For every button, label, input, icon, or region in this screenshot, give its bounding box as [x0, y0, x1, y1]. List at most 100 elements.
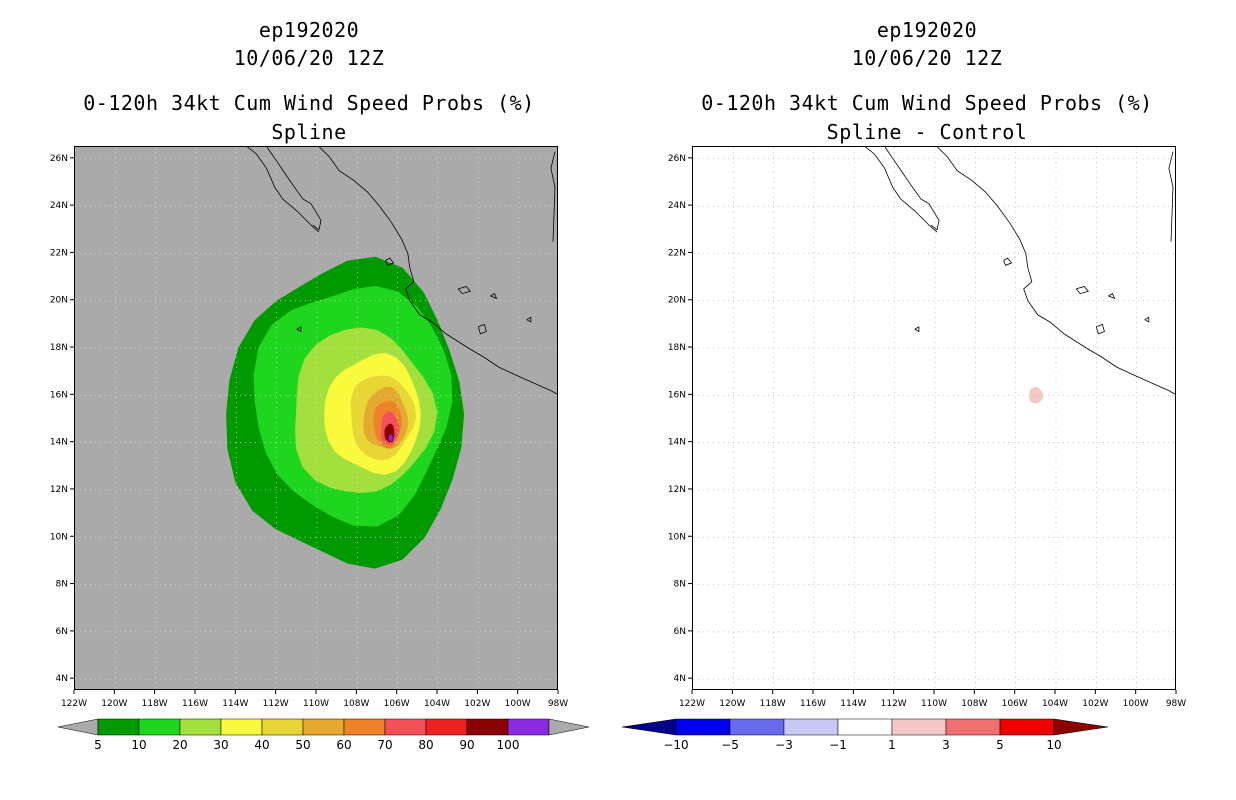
- y-tick-label: 20N: [668, 296, 686, 306]
- coastline: [884, 147, 940, 231]
- colorbar-segment: [97, 718, 140, 736]
- colorbar-segment: [425, 718, 468, 736]
- island-outline: [1108, 293, 1116, 300]
- y-tick-label: 6N: [56, 627, 68, 637]
- y-tick-label: 24N: [50, 201, 68, 211]
- x-tick-label: 114W: [222, 699, 248, 709]
- colorbar-segment: [343, 718, 386, 736]
- x-tick-label: 116W: [182, 699, 208, 709]
- x-tick-label: 108W: [343, 699, 369, 709]
- colorbar-segment: [729, 718, 785, 736]
- x-tick-label: 100W: [505, 699, 531, 709]
- colorbar-label: 3: [942, 738, 950, 752]
- colorbar: −10 −5 −3 −1 1 3 5 10: [621, 718, 1109, 752]
- x-tick-label: 112W: [263, 699, 289, 709]
- colorbar-label: 100: [497, 738, 520, 752]
- storm-id: ep192020: [876, 18, 978, 42]
- colorbar-label: 60: [336, 738, 351, 752]
- y-tick-label: 22N: [668, 248, 686, 258]
- x-tick-label: 106W: [384, 699, 410, 709]
- map-area: [74, 146, 558, 690]
- y-tick-label: 14N: [50, 438, 68, 448]
- x-tick-label: 102W: [1082, 699, 1108, 709]
- colorbar-label: 10: [131, 738, 146, 752]
- colorbar-label: 30: [213, 738, 228, 752]
- x-tick-label: 120W: [101, 699, 127, 709]
- island-outline: [914, 326, 920, 333]
- island-outline: [1075, 286, 1090, 295]
- y-tick-label: 20N: [50, 296, 68, 306]
- x-tick-label: 122W: [679, 699, 705, 709]
- colorbar-segment: [945, 718, 1001, 736]
- colorbar-label: −5: [721, 738, 739, 752]
- island-outline: [296, 326, 302, 333]
- colorbar-arrow-low: [57, 718, 99, 736]
- y-tick-label: 16N: [668, 390, 686, 400]
- y-tick-label: 6N: [674, 627, 686, 637]
- colorbar-label: 10: [1046, 738, 1061, 752]
- island-outline: [1144, 316, 1150, 323]
- coastline: [246, 147, 320, 233]
- y-tick-label: 18N: [668, 343, 686, 353]
- datetime: 10/06/20 12Z: [233, 46, 385, 70]
- storm-id: ep192020: [258, 18, 360, 42]
- panel-spline-minus-control: ep192020 10/06/20 12Z 0-120h 34kt Cum Wi…: [618, 0, 1236, 800]
- colorbar-label: 70: [377, 738, 392, 752]
- x-tick-label: 110W: [921, 699, 947, 709]
- colorbar-segment: [891, 718, 947, 736]
- colorbar-segment: [179, 718, 222, 736]
- x-tick-label: 98W: [548, 699, 568, 709]
- island-outline: [477, 323, 487, 335]
- y-tick-label: 12N: [668, 485, 686, 495]
- prob-contour-1: [1029, 386, 1044, 404]
- colorbar-segment: [302, 718, 345, 736]
- x-tick-label: 102W: [464, 699, 490, 709]
- coastline: [936, 147, 1175, 395]
- colorbar-arrow-high: [1053, 718, 1109, 736]
- colorbar-label: −10: [663, 738, 688, 752]
- colorbar: 5 10 20 30 40 50 60 70 80 90 100: [57, 718, 590, 752]
- y-tick-label: 22N: [50, 248, 68, 258]
- colorbar-segment: [837, 718, 893, 736]
- x-tick-label: 120W: [719, 699, 745, 709]
- map-area: [692, 146, 1176, 690]
- colorbar-segment: [507, 718, 550, 736]
- prob-contour-90: [388, 434, 393, 442]
- colorbar-label: 1: [888, 738, 896, 752]
- colorbar-segment: [675, 718, 731, 736]
- island-outline: [1095, 323, 1105, 335]
- colorbar-label: 5: [94, 738, 102, 752]
- colorbar-segment: [261, 718, 304, 736]
- chart-title: 0-120h 34kt Cum Wind Speed Probs (%): [83, 91, 535, 115]
- colorbar-segment: [138, 718, 181, 736]
- x-tick-label: 112W: [881, 699, 907, 709]
- colorbar-label: 80: [418, 738, 433, 752]
- map-axes: 122W 120W 118W 116W 114W 112W 110W 108W 106W 104W…: [668, 154, 1186, 709]
- colorbar-label: −3: [775, 738, 793, 752]
- island-outline: [1168, 151, 1174, 242]
- island-outline: [490, 293, 498, 300]
- colorbar-label: 50: [295, 738, 310, 752]
- colorbar-segment: [466, 718, 509, 736]
- coastline: [266, 147, 322, 231]
- map-plot: [693, 147, 1175, 689]
- x-tick-label: 108W: [961, 699, 987, 709]
- colorbar-label: 40: [254, 738, 269, 752]
- x-tick-label: 100W: [1123, 699, 1149, 709]
- y-tick-label: 26N: [50, 154, 68, 164]
- x-tick-label: 104W: [424, 699, 450, 709]
- island-outline: [1003, 257, 1013, 266]
- y-tick-label: 4N: [674, 674, 686, 684]
- y-tick-label: 12N: [50, 485, 68, 495]
- y-tick-label: 10N: [50, 532, 68, 542]
- y-tick-label: 8N: [56, 580, 68, 590]
- colorbar-label: −1: [829, 738, 847, 752]
- y-tick-label: 8N: [674, 580, 686, 590]
- colorbar-label: 90: [459, 738, 474, 752]
- island-outline: [385, 257, 395, 266]
- y-tick-label: 10N: [668, 532, 686, 542]
- colorbar-label: 5: [996, 738, 1004, 752]
- colorbar-segment: [384, 718, 427, 736]
- island-outline: [550, 151, 556, 242]
- colorbar-arrow-high: [548, 718, 590, 736]
